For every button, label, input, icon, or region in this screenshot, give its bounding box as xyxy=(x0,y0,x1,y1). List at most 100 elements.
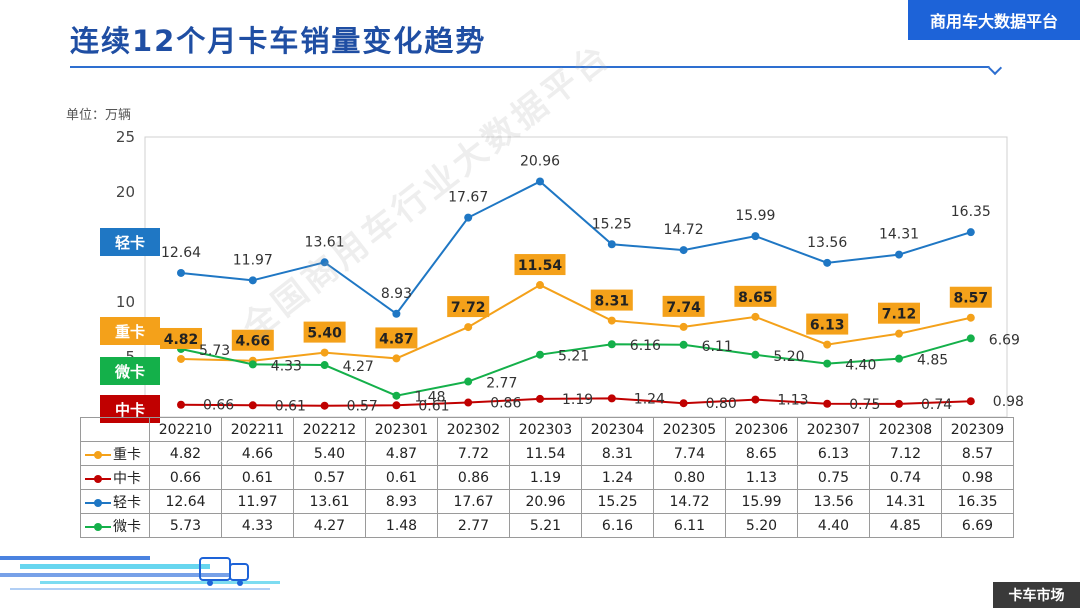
y-tick-label: 10 xyxy=(116,293,135,311)
data-label-medium: 1.19 xyxy=(562,392,593,408)
data-point-light xyxy=(248,276,257,285)
data-label-heavy: 4.66 xyxy=(236,334,271,350)
table-column-header: 202308 xyxy=(869,417,942,442)
data-label-light: 15.25 xyxy=(592,216,632,232)
data-point-heavy xyxy=(392,354,401,363)
data-point-light xyxy=(392,309,401,318)
table-cell: 0.61 xyxy=(221,465,294,490)
data-point-medium xyxy=(392,401,401,410)
data-point-heavy xyxy=(177,354,185,363)
data-label-box-heavy xyxy=(662,295,705,317)
data-label-micro: 6.69 xyxy=(989,332,1020,348)
data-point-light xyxy=(536,177,544,186)
table-cell: 0.61 xyxy=(365,465,438,490)
table-cell: 8.93 xyxy=(365,489,438,514)
data-label-light: 8.93 xyxy=(381,286,412,302)
table-cell: 0.66 xyxy=(149,465,222,490)
table-cell: 8.31 xyxy=(581,441,654,466)
table-column-header: 202301 xyxy=(365,417,438,442)
data-point-light xyxy=(607,240,616,249)
table-row-label: 中卡 xyxy=(80,465,150,490)
data-point-light xyxy=(966,228,975,237)
data-point-micro xyxy=(823,359,832,368)
data-label-box-heavy xyxy=(160,327,202,349)
table-column-header: 202305 xyxy=(653,417,726,442)
table-cell: 17.67 xyxy=(437,489,510,514)
data-point-medium xyxy=(320,401,329,410)
table-cell: 6.69 xyxy=(941,513,1014,538)
data-label-light: 11.97 xyxy=(233,252,273,268)
data-label-box-heavy xyxy=(514,254,566,276)
table-cell: 16.35 xyxy=(941,489,1014,514)
data-label-light: 14.72 xyxy=(664,222,704,238)
series-line-heavy xyxy=(180,283,972,362)
data-label-box-heavy xyxy=(590,289,633,311)
data-point-micro xyxy=(392,391,401,400)
page-title: 连续12个月卡车销量变化趋势 xyxy=(70,24,487,58)
table-cell: 7.74 xyxy=(653,441,726,466)
table-cell: 6.13 xyxy=(797,441,870,466)
data-point-micro xyxy=(320,361,329,370)
table-cell: 0.74 xyxy=(869,465,942,490)
series-lines xyxy=(180,180,972,407)
table-cell: 4.33 xyxy=(221,513,294,538)
data-point-heavy xyxy=(679,322,688,331)
data-label-micro: 2.77 xyxy=(486,376,517,392)
table-cell: 7.72 xyxy=(437,441,510,466)
data-label-light: 15.99 xyxy=(735,208,775,224)
data-point-micro xyxy=(536,350,544,359)
data-label-box-heavy xyxy=(878,302,920,324)
footer-badge: 卡车市场 xyxy=(993,582,1080,608)
data-point-medium xyxy=(679,399,688,408)
table-cell: 4.87 xyxy=(365,441,438,466)
data-point-medium xyxy=(248,401,257,410)
table-cell: 20.96 xyxy=(509,489,582,514)
data-label-light: 16.35 xyxy=(951,204,991,220)
table-cell: 8.65 xyxy=(725,441,798,466)
data-point-micro xyxy=(464,377,473,386)
data-label-medium: 0.86 xyxy=(490,396,521,412)
data-label-medium: 0.80 xyxy=(706,396,737,412)
data-label-heavy: 8.31 xyxy=(595,294,630,310)
table-cell: 11.97 xyxy=(221,489,294,514)
data-label-medium: 0.75 xyxy=(849,397,880,413)
data-point-micro xyxy=(966,334,975,343)
truck-decoration xyxy=(0,556,280,590)
table-corner-cell xyxy=(80,417,150,442)
table-row: 微卡 5.73 4.33 4.27 1.48 2.77 5.21 6.16 6.11 5.20 4.… xyxy=(80,513,1014,538)
data-label-micro: 4.27 xyxy=(343,359,374,375)
y-tick-label: 25 xyxy=(116,128,135,146)
data-label-medium: 0.74 xyxy=(921,397,952,413)
data-label-box-heavy xyxy=(375,327,418,349)
data-label-medium: 0.98 xyxy=(993,394,1024,410)
data-label-light: 17.67 xyxy=(448,190,488,206)
y-tick-label: 20 xyxy=(116,183,135,201)
data-label-heavy: 4.87 xyxy=(379,331,414,347)
data-label-micro: 6.11 xyxy=(702,339,733,355)
table-cell: 5.40 xyxy=(293,441,366,466)
table-cell: 0.80 xyxy=(653,465,726,490)
data-point-light xyxy=(679,246,688,255)
table-cell: 4.40 xyxy=(797,513,870,538)
data-label-box-heavy xyxy=(806,313,849,335)
table-cell: 5.21 xyxy=(509,513,582,538)
data-label-box-heavy xyxy=(734,285,777,307)
table-column-header: 202303 xyxy=(509,417,582,442)
data-label-medium: 1.13 xyxy=(777,393,808,409)
table-row: 轻卡 12.64 11.97 13.61 8.93 17.67 20.96 15.25 14.7… xyxy=(80,489,1014,514)
table-cell: 4.27 xyxy=(293,513,366,538)
data-point-micro xyxy=(751,350,760,359)
table-column-header: 202210 xyxy=(149,417,222,442)
table-row-label: 微卡 xyxy=(80,513,150,538)
data-label-micro: 4.85 xyxy=(917,353,948,369)
data-point-light xyxy=(177,268,185,277)
data-point-heavy xyxy=(751,312,760,321)
data-point-medium xyxy=(751,395,760,404)
data-point-medium xyxy=(177,400,185,409)
table-cell: 4.85 xyxy=(869,513,942,538)
data-label-light: 13.61 xyxy=(305,234,345,250)
data-label-micro: 5.21 xyxy=(558,349,589,365)
data-point-heavy xyxy=(607,316,616,325)
data-label-micro: 4.40 xyxy=(845,358,876,374)
